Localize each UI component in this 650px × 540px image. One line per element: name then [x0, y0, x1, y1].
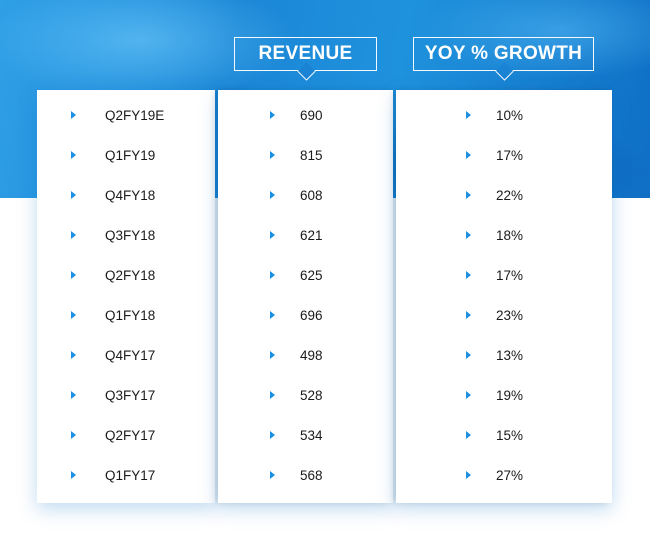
triangle-right-icon	[466, 191, 471, 199]
period-value: Q2FY19E	[105, 107, 165, 123]
revenue-cell: 621	[218, 225, 393, 245]
revenue-cell: 528	[218, 385, 393, 405]
growth-value: 17%	[496, 147, 524, 163]
growth-cell: 15%	[396, 425, 612, 445]
period-cell: Q4FY17	[37, 345, 215, 365]
triangle-right-icon	[466, 391, 471, 399]
triangle-right-icon	[71, 151, 76, 159]
revenue-header: REVENUE	[234, 37, 377, 81]
triangle-right-icon	[466, 231, 471, 239]
period-cell: Q3FY17	[37, 385, 215, 405]
period-cell: Q3FY18	[37, 225, 215, 245]
revenue-value: 534	[300, 427, 323, 443]
triangle-right-icon	[466, 351, 471, 359]
period-cell: Q2FY17	[37, 425, 215, 445]
triangle-right-icon	[270, 471, 275, 479]
triangle-right-icon	[71, 391, 76, 399]
growth-header-label: YOY % GROWTH	[424, 43, 583, 64]
triangle-right-icon	[71, 191, 76, 199]
period-cell: Q4FY18	[37, 185, 215, 205]
growth-value: 22%	[496, 187, 524, 203]
triangle-right-icon	[71, 271, 76, 279]
period-cell: Q1FY19	[37, 145, 215, 165]
growth-cell: 17%	[396, 145, 612, 165]
period-cell: Q1FY18	[37, 305, 215, 325]
triangle-right-icon	[71, 351, 76, 359]
growth-value: 18%	[496, 227, 524, 243]
revenue-value: 568	[300, 467, 323, 483]
triangle-right-icon	[270, 191, 275, 199]
growth-cell: 13%	[396, 345, 612, 365]
growth-cell: 17%	[396, 265, 612, 285]
period-cell: Q2FY19E	[37, 105, 215, 125]
growth-cell: 27%	[396, 465, 612, 485]
revenue-value: 690	[300, 107, 323, 123]
triangle-right-icon	[466, 271, 471, 279]
period-cell: Q1FY17	[37, 465, 215, 485]
period-value: Q3FY18	[105, 227, 156, 243]
triangle-right-icon	[71, 431, 76, 439]
growth-value: 10%	[496, 107, 524, 123]
growth-cell: 19%	[396, 385, 612, 405]
revenue-value: 498	[300, 347, 323, 363]
triangle-right-icon	[466, 151, 471, 159]
revenue-value: 625	[300, 267, 323, 283]
triangle-right-icon	[466, 311, 471, 319]
growth-value: 13%	[496, 347, 524, 363]
period-value: Q2FY17	[105, 427, 156, 443]
triangle-right-icon	[71, 471, 76, 479]
triangle-right-icon	[270, 111, 275, 119]
revenue-cell: 608	[218, 185, 393, 205]
triangle-right-icon	[466, 431, 471, 439]
period-value: Q1FY17	[105, 467, 156, 483]
triangle-right-icon	[71, 311, 76, 319]
triangle-right-icon	[71, 231, 76, 239]
growth-value: 23%	[496, 307, 524, 323]
triangle-right-icon	[466, 471, 471, 479]
triangle-right-icon	[466, 111, 471, 119]
period-value: Q1FY19	[105, 147, 156, 163]
revenue-cell: 568	[218, 465, 393, 485]
revenue-value: 696	[300, 307, 323, 323]
period-column: Q2FY19E Q1FY19 Q4FY18 Q3FY18 Q2FY18 Q1FY18 Q4F…	[37, 90, 215, 503]
growth-value: 17%	[496, 267, 524, 283]
growth-value: 27%	[496, 467, 524, 483]
revenue-value: 621	[300, 227, 323, 243]
growth-value: 19%	[496, 387, 524, 403]
revenue-value: 815	[300, 147, 323, 163]
growth-value: 15%	[496, 427, 524, 443]
growth-cell: 22%	[396, 185, 612, 205]
period-value: Q2FY18	[105, 267, 156, 283]
triangle-right-icon	[270, 231, 275, 239]
revenue-header-label: REVENUE	[258, 43, 353, 64]
revenue-cell: 534	[218, 425, 393, 445]
triangle-right-icon	[270, 271, 275, 279]
revenue-cell: 625	[218, 265, 393, 285]
triangle-right-icon	[270, 391, 275, 399]
revenue-value: 608	[300, 187, 323, 203]
revenue-value: 528	[300, 387, 323, 403]
period-value: Q4FY18	[105, 187, 156, 203]
triangle-right-icon	[270, 431, 275, 439]
revenue-cell: 696	[218, 305, 393, 325]
period-value: Q3FY17	[105, 387, 156, 403]
period-value: Q4FY17	[105, 347, 156, 363]
period-cell: Q2FY18	[37, 265, 215, 285]
revenue-cell: 690	[218, 105, 393, 125]
triangle-right-icon	[270, 351, 275, 359]
revenue-cell: 498	[218, 345, 393, 365]
growth-column: 10% 17% 22% 18% 17% 23% 13% 19% 15% 27%	[396, 90, 612, 503]
period-value: Q1FY18	[105, 307, 156, 323]
triangle-right-icon	[71, 111, 76, 119]
growth-header: YOY % GROWTH	[413, 37, 594, 81]
revenue-cell: 815	[218, 145, 393, 165]
growth-cell: 23%	[396, 305, 612, 325]
revenue-column: 690 815 608 621 625 696 498 528 534 568	[218, 90, 393, 503]
triangle-right-icon	[270, 311, 275, 319]
growth-cell: 18%	[396, 225, 612, 245]
growth-cell: 10%	[396, 105, 612, 125]
triangle-right-icon	[270, 151, 275, 159]
